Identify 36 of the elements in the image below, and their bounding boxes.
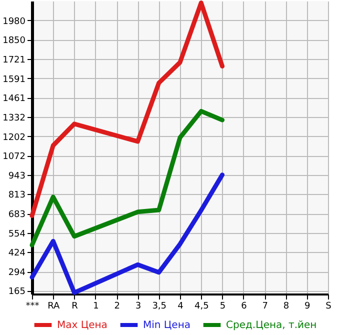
y-tick-label: 165 [8,287,26,298]
legend-label: Max Цена [57,320,108,331]
y-tick-label: 1202 [2,132,26,143]
y-tick-label: 683 [8,210,26,220]
x-tick-label: 2 [114,302,120,312]
x-tick-label: 9 [304,302,310,312]
y-tick-label: 1850 [2,36,26,46]
legend-label: Сред.Цена, т.йен [226,320,317,331]
y-tick-label: 1072 [2,152,26,162]
x-tick-label: 7 [262,302,268,312]
line-series [30,108,225,248]
x-tick-label: 4,5 [194,302,209,312]
y-tick-label: 813 [8,190,26,201]
y-tick-label: 424 [8,248,26,259]
x-tick-label: 1 [93,302,99,312]
line-series [30,172,225,295]
y-tick-label: 1591 [2,74,26,85]
x-tick-label: 6 [241,302,248,312]
x-tick-label: 5 [220,302,226,312]
y-tick-label: 1980 [2,16,26,27]
x-tick-label: 3,5 [152,302,167,312]
y-tick-label: 1332 [2,113,26,124]
y-tick-label: 943 [8,171,26,182]
y-tick-label: 294 [8,268,26,278]
x-tick-label: 8 [283,302,290,312]
x-tick-label: RA [48,302,61,312]
y-tick-label: 1461 [2,94,26,104]
x-tick-label: 4 [178,302,184,312]
x-tick-label: 3 [135,302,142,312]
x-tick-label: R [72,302,78,312]
x-tick-label: *** [26,302,40,312]
y-tick-label: 1721 [2,55,26,66]
legend-label: Min Цена [143,320,191,331]
y-tick-label: 554 [8,229,26,240]
line-series [30,0,225,218]
x-tick-label: S [326,302,332,312]
